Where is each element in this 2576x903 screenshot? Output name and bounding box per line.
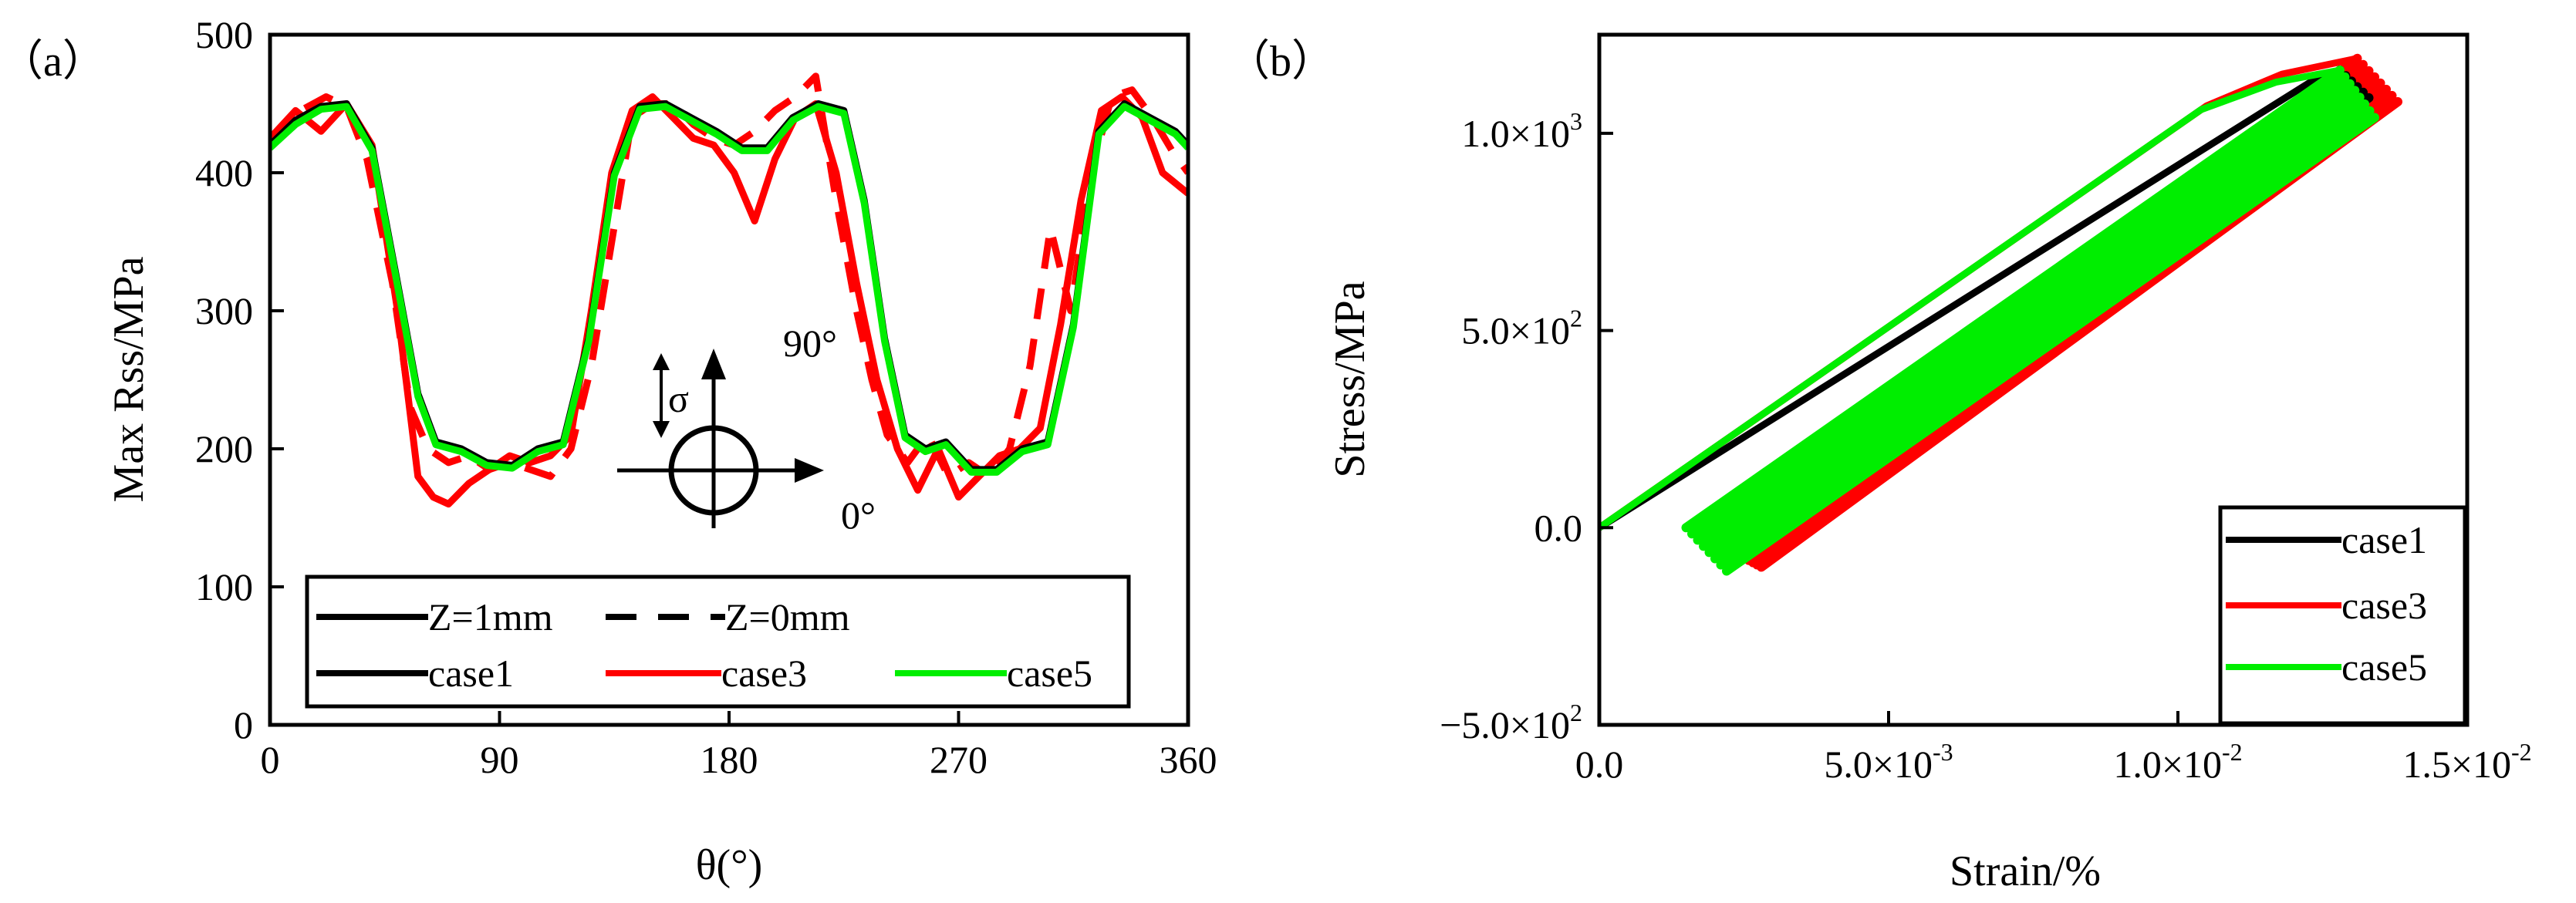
sigma-label: σ xyxy=(668,377,689,420)
x-tick-label-b-2: 1.0×10-2 xyxy=(2113,738,2242,786)
series-b-case5-cycle-3 xyxy=(1693,79,2355,545)
angle-0-label: 0° xyxy=(841,494,876,537)
x-tick-label-b-3: 1.5×10-2 xyxy=(2402,738,2531,786)
legend-a-z0-label: Z=0mm xyxy=(725,595,850,639)
x-tick-label-a-90: 90 xyxy=(481,738,519,781)
series-b-case5-cycle-5 xyxy=(1704,93,2365,558)
series-b-case5-loading xyxy=(1599,66,2341,531)
arrow-up-icon xyxy=(701,349,726,379)
y-tick-label-a-400: 400 xyxy=(195,151,253,194)
legend-a-case1-label: case1 xyxy=(428,652,514,695)
x-tick-label-b-1: 5.0×10-3 xyxy=(1824,738,1953,786)
y-tick-label-a-100: 100 xyxy=(195,565,253,608)
y-tick-label-a-300: 300 xyxy=(195,289,253,332)
arrow-right-icon xyxy=(795,458,824,483)
panel-a-label: （a） xyxy=(0,38,106,86)
series-b-case5-cycle-6 xyxy=(1710,99,2370,564)
legend-b-case5-label: case5 xyxy=(2341,645,2427,689)
x-tick-label-a-0: 0 xyxy=(261,738,280,781)
stress-arrow-down-icon xyxy=(653,421,670,438)
stress-arrow-up-icon xyxy=(653,353,670,370)
legend-b-case1-label: case1 xyxy=(2341,518,2427,561)
y-axis-label-a: Max Rss/MPa xyxy=(105,256,153,502)
x-tick-label-a-180: 180 xyxy=(701,738,758,781)
series-b-case1-loading xyxy=(1599,66,2341,531)
y-axis-label-b: Stress/MPa xyxy=(1326,281,1374,477)
legend-b: case1 case3 case5 xyxy=(2218,505,2467,726)
y-tick-label-b-2: 5.0×102 xyxy=(1461,305,1582,352)
axes-b-frame xyxy=(1597,32,2470,727)
angle-90-label: 90° xyxy=(783,322,837,365)
series-b-case5-cycle-1 xyxy=(1681,66,2345,533)
x-axis-label-a: θ(°) xyxy=(696,841,763,889)
chart-b: case1 case3 case5 0.0 5.0×10-3 1.0×10-2 1.5… xyxy=(1326,32,2532,895)
series-a-case3-z-0mm xyxy=(270,72,1188,480)
legend-a-box xyxy=(305,574,1131,709)
y-tick-label-a-200: 200 xyxy=(195,427,253,470)
x-tick-label-a-360: 360 xyxy=(1160,738,1217,781)
legend-a: Z=1mm Z=0mm case1 case3 case5 xyxy=(305,574,1131,709)
y-tick-label-b-3: 1.0×103 xyxy=(1461,107,1582,155)
legend-b-case3-label: case3 xyxy=(2341,584,2427,627)
x-tick-label-b-0: 0.0 xyxy=(1575,743,1624,786)
series-a-case3-z-1mm xyxy=(270,93,1188,508)
x-tick-label-a-270: 270 xyxy=(930,738,988,781)
y-tick-label-b-1: 0.0 xyxy=(1534,506,1583,549)
loading-direction-inset: σ 90° 0° xyxy=(617,322,876,537)
x-axis-label-b: Strain/% xyxy=(1950,847,2101,895)
series-b-case5-cycle-7 xyxy=(1716,106,2375,570)
series-b-case5-cycle-8 xyxy=(1722,113,2379,576)
legend-a-case3-label: case3 xyxy=(721,652,807,695)
legend-a-case5-label: case5 xyxy=(1007,652,1092,695)
panel-b-label: （b） xyxy=(1227,38,1335,86)
y-tick-label-a-0: 0 xyxy=(234,703,253,746)
y-tick-label-a-500: 500 xyxy=(195,13,253,56)
y-tick-label-b-0: −5.0×102 xyxy=(1440,699,1582,746)
chart-a: σ 90° 0° Z=1mm Z=0mm case1 case3 case5 0… xyxy=(105,13,1217,889)
series-b-case5-cycle-4 xyxy=(1699,86,2360,551)
series-a-case5-z-1mm xyxy=(270,103,1188,476)
legend-a-z1-label: Z=1mm xyxy=(428,595,553,639)
series-b-case5-cycle-2 xyxy=(1687,72,2350,539)
legend-b-box xyxy=(2218,505,2467,726)
